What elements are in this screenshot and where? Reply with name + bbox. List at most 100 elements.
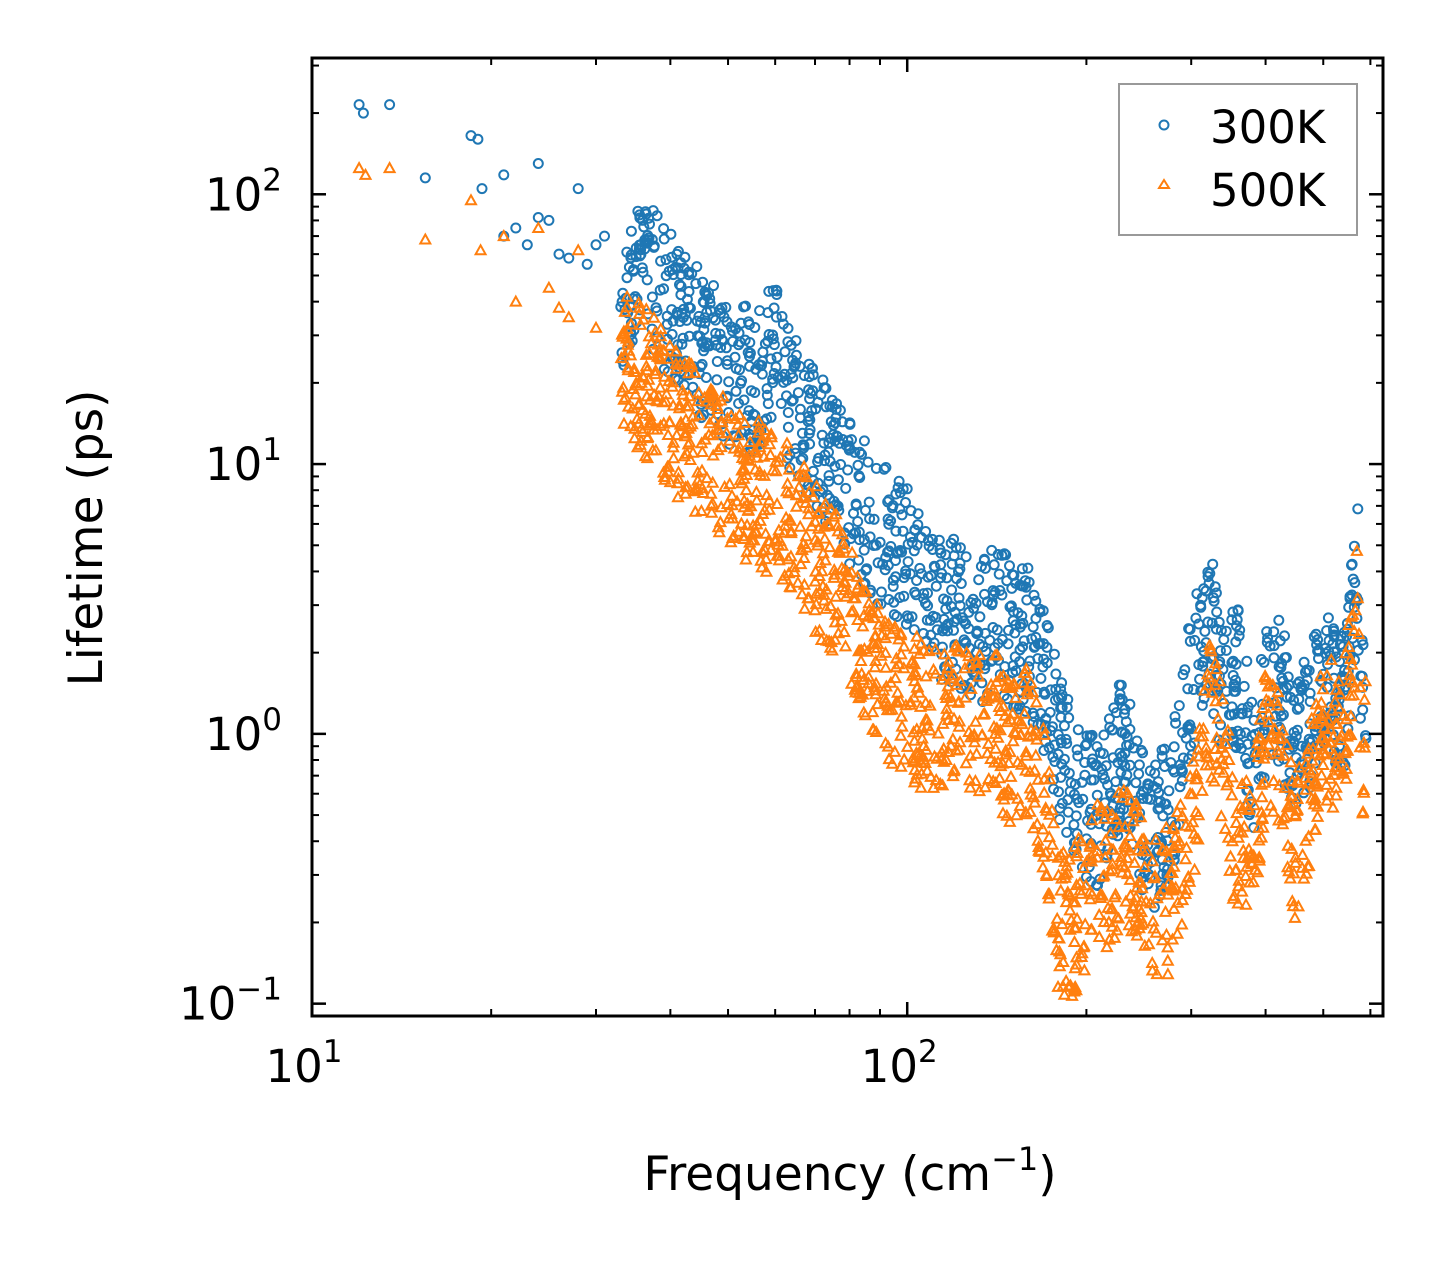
data-point-300k xyxy=(850,500,862,511)
data-point-500k xyxy=(641,378,655,391)
data-point-300k xyxy=(708,280,719,292)
data-point-500k xyxy=(952,644,967,657)
data-point-500k xyxy=(676,387,690,400)
data-point-300k xyxy=(853,534,865,546)
data-point-500k xyxy=(910,680,924,693)
data-point-500k xyxy=(947,668,961,681)
data-point-500k xyxy=(907,674,922,687)
data-point-500k xyxy=(739,483,753,496)
data-point-500k xyxy=(958,661,972,674)
data-point-500k xyxy=(1266,677,1280,690)
data-point-500k xyxy=(636,312,650,325)
data-point-300k xyxy=(1120,716,1132,728)
data-point-300k xyxy=(849,446,861,458)
data-point-300k xyxy=(1116,750,1128,762)
data-point-300k xyxy=(898,572,910,584)
data-point-500k xyxy=(867,611,881,624)
data-point-300k xyxy=(829,417,841,429)
data-point-500k xyxy=(719,425,734,438)
data-point-500k xyxy=(1069,849,1084,862)
data-point-500k xyxy=(640,363,654,376)
data-point-500k xyxy=(678,429,692,442)
data-point-300k xyxy=(625,225,637,237)
data-point-500k xyxy=(1308,777,1323,790)
data-point-300k xyxy=(683,266,695,278)
data-point-300k xyxy=(730,385,742,397)
data-point-500k xyxy=(1228,863,1243,876)
data-point-500k xyxy=(692,408,706,421)
data-point-500k xyxy=(382,161,397,174)
data-point-300k xyxy=(1214,645,1226,657)
data-point-500k xyxy=(571,243,585,256)
data-point-300k xyxy=(658,283,670,295)
data-point-300k xyxy=(900,497,911,508)
data-point-500k xyxy=(652,389,666,402)
data-point-500k xyxy=(1225,834,1240,847)
data-point-300k xyxy=(733,327,745,339)
y-tick-label-base: 10 xyxy=(205,708,262,761)
data-point-500k xyxy=(705,505,719,518)
data-point-500k xyxy=(1285,774,1299,787)
data-point-300k xyxy=(787,394,799,406)
data-point-300k xyxy=(1061,826,1073,838)
data-point-500k xyxy=(808,624,823,637)
data-point-300k xyxy=(1233,738,1245,750)
data-point-500k xyxy=(758,422,772,435)
scatter-points xyxy=(352,99,1373,1001)
data-point-300k xyxy=(1049,739,1061,751)
data-point-300k xyxy=(1310,628,1322,640)
data-point-500k xyxy=(1150,891,1164,904)
data-point-500k xyxy=(1299,756,1313,769)
data-point-500k xyxy=(822,518,837,531)
data-point-500k xyxy=(1039,868,1054,881)
data-point-500k xyxy=(1215,692,1230,705)
data-point-300k xyxy=(1056,689,1068,701)
data-point-500k xyxy=(666,451,681,464)
data-point-500k xyxy=(1071,831,1086,844)
data-point-500k xyxy=(1357,740,1372,753)
data-point-500k xyxy=(1350,543,1364,556)
data-point-500k xyxy=(1225,770,1239,783)
data-point-500k xyxy=(1061,979,1076,992)
data-point-300k xyxy=(951,613,963,625)
data-point-500k xyxy=(988,648,1002,661)
data-point-300k xyxy=(946,584,958,596)
data-point-300k xyxy=(1220,644,1232,656)
data-point-500k xyxy=(923,698,937,711)
data-point-500k xyxy=(1316,731,1330,744)
data-point-500k xyxy=(818,496,833,509)
data-point-500k xyxy=(1319,747,1333,760)
data-point-500k xyxy=(747,533,761,546)
data-point-300k xyxy=(1089,760,1101,772)
data-point-500k xyxy=(856,619,870,632)
data-point-500k xyxy=(941,660,955,673)
data-point-500k xyxy=(1001,782,1015,795)
data-point-500k xyxy=(1235,884,1249,897)
data-point-500k xyxy=(779,484,794,497)
data-point-500k xyxy=(739,552,753,565)
data-point-300k xyxy=(987,585,999,597)
data-point-500k xyxy=(1064,912,1078,925)
data-point-500k xyxy=(1308,822,1322,835)
data-point-300k xyxy=(830,412,842,424)
data-point-500k xyxy=(761,534,775,547)
data-point-500k xyxy=(1000,715,1014,728)
data-point-300k xyxy=(757,346,769,358)
x-tick-label: 102 xyxy=(861,1034,938,1093)
data-point-300k xyxy=(753,359,765,371)
data-point-300k xyxy=(1182,721,1194,733)
data-point-500k xyxy=(1159,844,1174,857)
data-point-500k xyxy=(1105,862,1119,875)
data-point-300k xyxy=(798,440,810,451)
data-point-500k xyxy=(857,608,871,621)
data-point-500k xyxy=(1165,881,1179,894)
data-point-500k xyxy=(738,415,752,428)
data-point-300k xyxy=(476,183,488,195)
data-point-300k xyxy=(933,534,945,546)
data-point-500k xyxy=(1092,929,1106,942)
data-point-300k xyxy=(824,400,836,412)
data-point-300k xyxy=(694,330,706,342)
data-point-500k xyxy=(808,574,822,587)
data-point-500k xyxy=(737,493,751,506)
data-point-300k xyxy=(994,585,1006,596)
